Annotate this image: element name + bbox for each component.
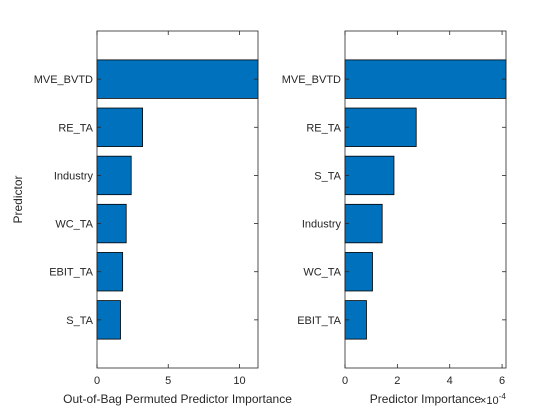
bar-mve-bvtd — [96, 59, 259, 99]
axes-box — [344, 30, 507, 369]
y-axis-label: Predictor — [11, 175, 25, 223]
x-tick-label: 0 — [94, 375, 100, 387]
x-tick-label: 0 — [342, 375, 348, 387]
x-axis-label: Predictor Importance — [370, 392, 482, 406]
y-tick-label: S_TA — [314, 170, 341, 182]
y-tick-label: Industry — [54, 170, 94, 182]
y-tick-label: WC_TA — [303, 267, 341, 279]
y-tick-label: MVE_BVTD — [34, 74, 93, 86]
y-tick-label: RE_TA — [306, 122, 341, 134]
bar-industry — [344, 203, 383, 244]
y-tick-label: RE_TA — [58, 122, 93, 134]
x-axis-label: Out-of-Bag Permuted Predictor Importance — [63, 392, 292, 406]
y-tick-label: EBIT_TA — [297, 315, 341, 327]
y-tick-label: WC_TA — [55, 219, 93, 231]
chart-panel-2: MVE_BVTD RE_TA S_TA Industry WC_TA EBIT_TA 0 2 4… — [282, 30, 507, 407]
y-tick-label: EBIT_TA — [49, 267, 93, 279]
bar-industry — [96, 155, 132, 196]
x-tick-label: 10 — [233, 375, 245, 387]
x-tick-label: 4 — [447, 375, 453, 387]
bar-s-ta — [344, 155, 395, 196]
bar-re-ta — [344, 107, 417, 147]
bar-mve-bvtd — [344, 59, 507, 99]
y-tick-label: MVE_BVTD — [282, 74, 341, 86]
bar-re-ta — [96, 107, 143, 147]
chart-panel-1: MVE_BVTD RE_TA Industry WC_TA EBIT_TA S_TA 0 5 1… — [11, 30, 292, 406]
axes-box — [96, 30, 259, 369]
x-tick-label: 6 — [499, 375, 505, 387]
x-tick-label: 2 — [394, 375, 400, 387]
x-exponent-label: ×10-4 — [480, 392, 506, 407]
y-tick-label: Industry — [302, 219, 342, 231]
bar-wc-ta — [344, 252, 373, 292]
y-tick-label: S_TA — [66, 315, 93, 327]
x-tick-label: 5 — [165, 375, 171, 387]
bar-wc-ta — [96, 203, 127, 244]
